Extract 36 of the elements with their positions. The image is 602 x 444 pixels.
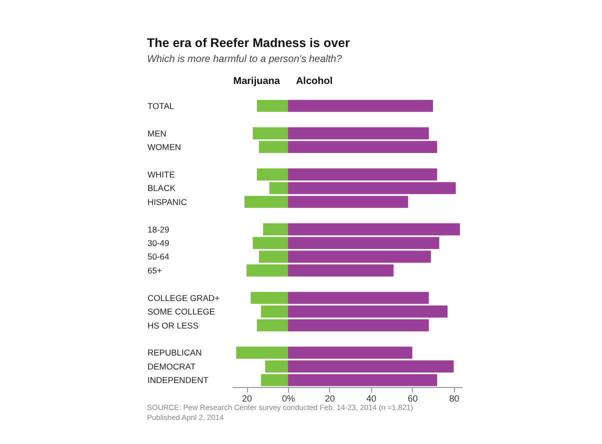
x-tick-label: 20 <box>324 394 335 404</box>
y-tick-label: INDEPENDENT <box>148 375 208 386</box>
bar <box>256 100 288 112</box>
bar <box>236 346 288 359</box>
y-tick-label: 50-64 <box>148 252 170 262</box>
series-label: Alcohol <box>296 76 333 87</box>
y-tick-label: BLACK <box>148 183 176 194</box>
y-tick-label: REPUBLICAN <box>148 348 202 358</box>
y-tick-label: HS OR LESS <box>148 320 199 330</box>
series-label: Marijuana <box>233 76 280 87</box>
y-tick-label: TOTAL <box>148 100 174 111</box>
y-tick-label: 65+ <box>148 265 162 276</box>
y-tick-label: 18-29 <box>148 224 170 234</box>
bar <box>246 264 288 276</box>
bar <box>244 196 288 208</box>
y-tick-label: WHITE <box>148 169 176 180</box>
x-tick-label: 20 <box>242 394 252 404</box>
x-tick-label: 0% <box>282 394 295 404</box>
y-tick-label: DEMOCRAT <box>148 361 196 372</box>
bar <box>288 100 433 112</box>
bar <box>288 196 408 208</box>
y-tick-label: 30-49 <box>148 238 170 248</box>
bar <box>288 346 412 359</box>
bar <box>256 319 288 332</box>
x-tick-label: 80 <box>449 394 460 404</box>
y-tick-label: MEN <box>148 128 166 138</box>
y-tick-label: COLLEGE GRAD+ <box>148 292 220 303</box>
chart-subtitle: Which is more harmful to a person's health? <box>147 54 342 65</box>
x-tick-label: 60 <box>408 394 418 404</box>
bar <box>288 319 429 332</box>
chart-title: The era of Reefer Madness is over <box>147 36 350 50</box>
y-tick-label: WOMEN <box>148 142 182 152</box>
bar <box>288 264 394 276</box>
y-tick-label: HISPANIC <box>148 196 188 207</box>
x-tick-label: 40 <box>366 394 376 404</box>
y-tick-label: SOME COLLEGE <box>148 306 216 317</box>
